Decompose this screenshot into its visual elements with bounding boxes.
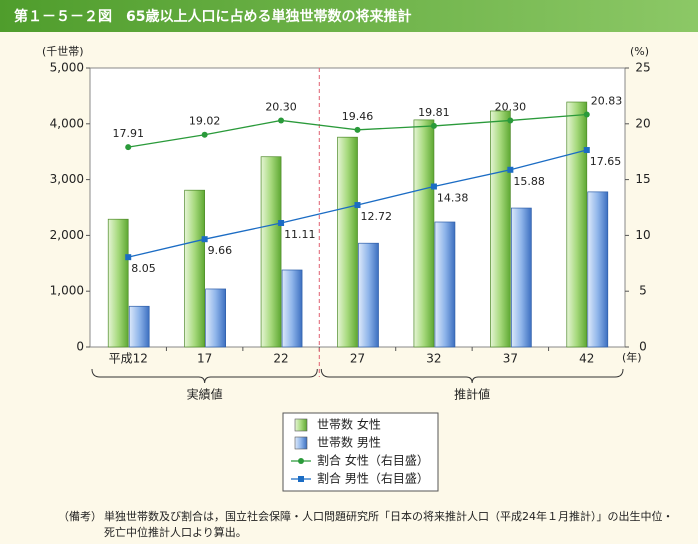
marker <box>125 254 132 261</box>
data-label: 15.88 <box>513 175 545 188</box>
group-label: 推計値 <box>454 387 490 402</box>
data-label: 9.66 <box>208 244 233 257</box>
marker <box>430 183 437 190</box>
y-unit: (千世帯) <box>42 45 84 58</box>
data-label: 12.72 <box>361 210 393 223</box>
marker <box>507 166 514 173</box>
data-label: 8.05 <box>131 262 156 275</box>
bar <box>358 242 379 348</box>
bar <box>184 189 205 348</box>
bar <box>511 207 532 348</box>
bar <box>490 110 511 348</box>
y2-tick-label: 5 <box>639 284 647 298</box>
title-bar <box>0 0 698 32</box>
data-label: 11.11 <box>284 228 316 241</box>
bar <box>337 136 358 348</box>
legend-swatch <box>294 418 308 432</box>
bar <box>128 305 150 348</box>
x-unit: (年) <box>622 350 642 364</box>
bar <box>281 269 303 348</box>
data-label: 20.83 <box>591 95 623 108</box>
marker <box>201 131 208 138</box>
x-tick-label: 17 <box>197 352 212 366</box>
legend <box>282 412 439 492</box>
y2-tick-label: 0 <box>639 340 647 354</box>
note-line: 単独世帯数及び割合は，国立社会保障・人口問題研究所「日本の将来推計人口（平成24… <box>104 509 674 523</box>
legend-swatch <box>294 436 308 450</box>
y-tick-label: 3,000 <box>50 172 84 186</box>
y-tick-label: 0 <box>76 340 84 354</box>
data-label: 14.38 <box>437 192 469 205</box>
y-tick-label: 2,000 <box>50 228 84 242</box>
marker <box>583 147 590 154</box>
x-tick-label: 22 <box>273 352 288 366</box>
bar <box>205 288 226 348</box>
bar <box>587 191 609 348</box>
legend-label: 割合 男性（右目盛） <box>317 471 429 486</box>
y2-tick-label: 15 <box>635 172 650 186</box>
data-label: 17.65 <box>590 155 622 168</box>
group-label: 実績値 <box>187 387 223 402</box>
x-tick-label: 37 <box>503 352 518 366</box>
data-label: 19.81 <box>418 106 450 119</box>
note-label: （備考） <box>58 510 102 523</box>
legend-label: 世帯数 男性 <box>317 435 381 450</box>
bar <box>566 101 588 348</box>
bar <box>260 156 282 348</box>
y-tick-label: 1,000 <box>50 284 84 298</box>
note-line: 死亡中位推計人口より算出。 <box>104 525 247 539</box>
bar <box>107 218 129 348</box>
y2-tick-label: 25 <box>635 61 650 75</box>
data-label: 19.02 <box>189 115 221 128</box>
brace <box>91 368 318 384</box>
legend-label: 割合 女性（右目盛） <box>317 453 429 468</box>
data-label: 17.91 <box>112 127 144 140</box>
marker <box>354 202 361 209</box>
legend-swatch <box>298 476 304 482</box>
marker <box>201 236 208 243</box>
marker <box>278 117 285 124</box>
data-label: 19.46 <box>342 110 374 123</box>
bar <box>434 221 456 348</box>
data-label: 20.30 <box>495 100 527 113</box>
marker <box>125 144 132 151</box>
bar <box>413 119 435 348</box>
y-tick-label: 5,000 <box>50 61 84 75</box>
marker <box>583 111 590 118</box>
legend-label: 世帯数 女性 <box>317 417 381 432</box>
marker <box>354 126 361 133</box>
chart-title: 第１－５－２図 65歳以上人口に占める単独世帯数の将来推計 <box>14 8 411 25</box>
x-tick-label: 平成12 <box>109 352 148 366</box>
x-tick-label: 32 <box>426 352 441 366</box>
y2-tick-label: 10 <box>635 228 650 242</box>
brace <box>320 368 624 384</box>
marker <box>278 220 285 227</box>
legend-swatch <box>298 458 304 464</box>
y2-unit: (%) <box>630 45 649 58</box>
y-tick-label: 4,000 <box>50 116 84 130</box>
marker <box>430 122 437 129</box>
x-tick-label: 42 <box>579 352 594 366</box>
x-tick-label: 27 <box>350 352 365 366</box>
y2-tick-label: 20 <box>635 116 650 130</box>
data-label: 20.30 <box>265 100 297 113</box>
marker <box>507 117 514 124</box>
